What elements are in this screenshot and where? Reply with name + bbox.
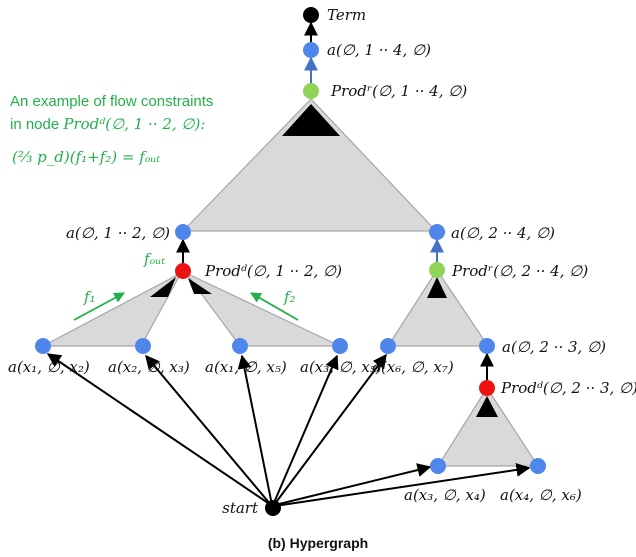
label-f2: f₂: [283, 288, 296, 306]
edge-start-to-a-x2-x3: [145, 354, 272, 506]
annotation-line1: An example of flow constraints: [10, 93, 213, 110]
big-triangle-top: [181, 98, 438, 232]
inner-triangle-left-b: [188, 278, 212, 294]
triangle-left-a: [42, 271, 183, 347]
edge-start-to-a-x1-x5: [237, 354, 273, 506]
node-term: [303, 7, 319, 23]
inner-triangle-left-a: [150, 277, 176, 297]
node-prod-23: [479, 380, 495, 396]
label-a-x4-x6: a(x₄, ∅, x₆): [500, 486, 582, 504]
edge-start-to-a-x6-x7: [273, 353, 387, 506]
node-start: [265, 500, 281, 516]
flow-arrow-f1: [73, 292, 125, 321]
triangle-right-bottom: [436, 386, 540, 467]
label-prod-right: Prodʳ(∅, 2 ·· 4, ∅): [451, 262, 588, 280]
label-prod-23: Prodᵈ(∅, 2 ·· 3, ∅): [500, 379, 636, 397]
label-a-x2-x3: a(x₂, ∅, x₃): [108, 358, 190, 376]
annotation-line2-prefix: in node: [10, 116, 63, 133]
label-a-23: a(∅, 2 ·· 3, ∅): [502, 338, 606, 356]
node-a-x6-x7: [380, 338, 396, 354]
label-a-x6-x7: a(x₆, ∅, x₇): [372, 358, 454, 376]
node-a-x4-x6: [530, 458, 546, 474]
node-a-top: [303, 42, 319, 58]
label-term: Term: [327, 6, 366, 24]
annotation-equation: (⅔ p_d)(f₁+f₂) = fₒᵤₜ: [12, 148, 161, 166]
label-f-out: fₒᵤₜ: [143, 250, 165, 268]
label-a-left: a(∅, 1 ·· 2, ∅): [66, 224, 170, 242]
node-a-x1-x2: [35, 338, 51, 354]
node-a-x3-x5: [332, 338, 348, 354]
label-f1: f₁: [83, 288, 96, 306]
inner-triangle-right-mid: [427, 277, 447, 298]
node-a-x3-x4: [430, 458, 446, 474]
triangle-right-mid: [386, 268, 490, 347]
label-a-x1-x2: a(x₁, ∅, x₂): [8, 358, 90, 376]
label-a-top: a(∅, 1 ·· 4, ∅): [327, 41, 431, 59]
label-a-x1-x5: a(x₁, ∅, x₅): [205, 358, 287, 376]
inner-triangle-top: [282, 104, 340, 136]
node-a-23: [479, 338, 495, 354]
node-prod-right: [429, 262, 445, 278]
label-a-x3-x4: a(x₃, ∅, x₄): [404, 486, 486, 504]
edge-start-to-a-x3-x5: [272, 354, 339, 506]
node-prod-left: [175, 263, 191, 279]
edge-start-to-a-x1-x2: [46, 353, 272, 506]
triangle-left-b: [185, 272, 341, 347]
inner-triangle-right-bottom: [476, 396, 498, 417]
node-a-left: [175, 224, 191, 240]
edge-start-to-a-x3-x4: [274, 463, 432, 506]
label-prod-top: Prodʳ(∅, 1 ·· 4, ∅): [330, 82, 467, 100]
edge-start-to-a-x4-x6: [274, 462, 531, 507]
annotation-line2-node: Prodᵈ(∅, 1 ·· 2, ∅):: [62, 115, 205, 133]
figure-caption: (b) Hypergraph: [268, 535, 368, 551]
label-prod-left: Prodᵈ(∅, 1 ·· 2, ∅): [204, 262, 342, 280]
label-a-x3-x5: a(x₃, ∅, x₅): [300, 358, 382, 376]
annotation-line2: in node Prodᵈ(∅, 1 ·· 2, ∅):: [10, 115, 205, 133]
label-a-right: a(∅, 2 ·· 4, ∅): [451, 224, 555, 242]
node-a-right: [429, 224, 445, 240]
node-prod-top: [303, 83, 319, 99]
node-a-x2-x3: [135, 338, 151, 354]
flow-arrow-f2: [250, 292, 299, 321]
label-start: start: [222, 499, 259, 517]
node-a-x1-x5: [232, 338, 248, 354]
